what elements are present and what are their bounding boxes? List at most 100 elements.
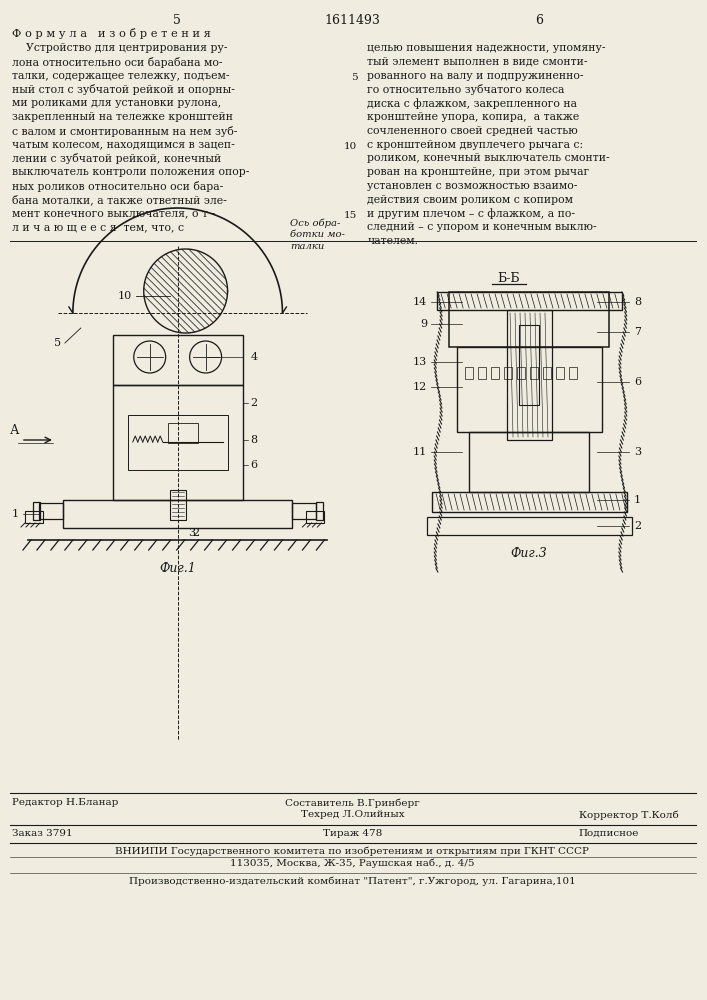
- Text: с кронштейном двуплечего рычага с:: с кронштейном двуплечего рычага с:: [368, 140, 583, 150]
- Text: 6: 6: [250, 460, 257, 470]
- Text: 10: 10: [117, 291, 132, 301]
- Text: Ось обра-
ботки мо-
талки: Ось обра- ботки мо- талки: [291, 218, 345, 251]
- Text: 6: 6: [633, 377, 641, 387]
- Bar: [491, 367, 499, 379]
- Text: 10: 10: [344, 142, 357, 151]
- Text: бана моталки, а также ответный эле-: бана моталки, а также ответный эле-: [12, 195, 230, 206]
- Text: действия своим роликом с копиром: действия своим роликом с копиром: [368, 195, 573, 205]
- Text: ный стол с зубчатой рейкой и опорны-: ный стол с зубчатой рейкой и опорны-: [12, 84, 235, 95]
- Text: 1: 1: [12, 509, 19, 519]
- Text: Составитель В.Гринберг: Составитель В.Гринберг: [285, 798, 420, 808]
- Text: диска с флажком, закрепленного на: диска с флажком, закрепленного на: [368, 98, 578, 109]
- Text: 3: 3: [187, 528, 194, 538]
- Text: кронштейне упора, копира,  а также: кронштейне упора, копира, а также: [368, 112, 580, 122]
- Text: Производственно-издательский комбинат "Патент", г.Ужгород, ул. Гагарина,101: Производственно-издательский комбинат "П…: [129, 876, 575, 886]
- Text: чателем.: чателем.: [368, 236, 419, 246]
- Text: 4: 4: [250, 352, 257, 362]
- Bar: [543, 367, 551, 379]
- Text: 7: 7: [633, 327, 641, 337]
- Text: 5: 5: [54, 338, 61, 348]
- Text: 2: 2: [250, 398, 257, 408]
- Bar: [437, 292, 622, 310]
- Text: Заказ 3791: Заказ 3791: [12, 829, 73, 838]
- Text: следний – с упором и конечным выклю-: следний – с упором и конечным выклю-: [368, 222, 597, 232]
- Text: 8: 8: [633, 297, 641, 307]
- Text: мент конечного выключателя, о т -: мент конечного выключателя, о т -: [12, 209, 215, 219]
- Text: сочлененного своей средней частью: сочлененного своей средней частью: [368, 126, 578, 136]
- Text: Редактор Н.Бланар: Редактор Н.Бланар: [12, 798, 118, 807]
- Bar: [432, 492, 627, 512]
- Text: 13: 13: [413, 357, 427, 367]
- Text: Б-Б: Б-Б: [498, 272, 520, 285]
- Text: 15: 15: [344, 211, 357, 220]
- Text: 113035, Москва, Ж-35, Раушская наб., д. 4/5: 113035, Москва, Ж-35, Раушская наб., д. …: [230, 859, 474, 868]
- Bar: [306, 511, 325, 523]
- Bar: [530, 367, 538, 379]
- Text: Устройство для центрирования ру-: Устройство для центрирования ру-: [12, 43, 228, 53]
- Text: выключатель контроли положения опор-: выключатель контроли положения опор-: [12, 167, 250, 177]
- Bar: [128, 415, 228, 470]
- Text: и другим плечом – с флажком, а по-: и другим плечом – с флажком, а по-: [368, 209, 575, 219]
- Text: Подписное: Подписное: [579, 829, 639, 838]
- Text: ми роликами для установки рулона,: ми роликами для установки рулона,: [12, 98, 221, 108]
- Text: Ф о р м у л а   и з о б р е т е н и я: Ф о р м у л а и з о б р е т е н и я: [12, 28, 211, 39]
- Text: тый элемент выполнен в виде смонти-: тый элемент выполнен в виде смонти-: [368, 57, 588, 67]
- Bar: [113, 385, 243, 500]
- Text: лении с зубчатой рейкой, конечный: лении с зубчатой рейкой, конечный: [12, 153, 221, 164]
- Text: установлен с возможностью взаимо-: установлен с возможностью взаимо-: [368, 181, 578, 191]
- Text: роликом, конечный выключатель смонти-: роликом, конечный выключатель смонти-: [368, 153, 610, 163]
- Bar: [39, 503, 63, 519]
- Bar: [427, 517, 632, 535]
- Bar: [465, 367, 473, 379]
- Bar: [517, 367, 525, 379]
- Text: А: А: [10, 424, 20, 436]
- Text: лона относительно оси барабана мо-: лона относительно оси барабана мо-: [12, 57, 223, 68]
- Text: Корректор Т.Колб: Корректор Т.Колб: [579, 810, 679, 820]
- Bar: [168, 423, 198, 443]
- Bar: [519, 325, 539, 405]
- Text: рован на кронштейне, при этом рычаг: рован на кронштейне, при этом рычаг: [368, 167, 590, 177]
- Text: 14: 14: [413, 297, 427, 307]
- Bar: [293, 503, 317, 519]
- Text: 5: 5: [173, 14, 180, 27]
- Text: 1611493: 1611493: [325, 14, 380, 27]
- Text: 11: 11: [413, 447, 427, 457]
- Text: 2: 2: [633, 521, 641, 531]
- Bar: [113, 335, 243, 385]
- Text: л и ч а ю щ е е с я  тем, что, с: л и ч а ю щ е е с я тем, что, с: [12, 222, 184, 232]
- Text: Техред Л.Олийных: Техред Л.Олийных: [300, 810, 404, 819]
- Text: чатым колесом, находящимся в зацеп-: чатым колесом, находящимся в зацеп-: [12, 140, 235, 150]
- Text: Фиг.3: Фиг.3: [510, 547, 547, 560]
- Bar: [478, 367, 486, 379]
- Text: 8: 8: [250, 435, 257, 445]
- Text: 3: 3: [633, 447, 641, 457]
- Text: Тираж 478: Тираж 478: [322, 829, 382, 838]
- Text: талки, содержащее тележку, подъем-: талки, содержащее тележку, подъем-: [12, 71, 230, 81]
- Text: ных роликов относительно оси бара-: ных роликов относительно оси бара-: [12, 181, 223, 192]
- Bar: [170, 490, 186, 520]
- Bar: [33, 502, 40, 520]
- Text: целью повышения надежности, упомяну-: целью повышения надежности, упомяну-: [368, 43, 606, 53]
- Text: ВНИИПИ Государственного комитета по изобретениям и открытиям при ГКНТ СССР: ВНИИПИ Государственного комитета по изоб…: [115, 846, 589, 856]
- Bar: [507, 310, 552, 440]
- Bar: [469, 432, 589, 492]
- Bar: [317, 502, 323, 520]
- Bar: [449, 292, 609, 347]
- Text: 5: 5: [351, 73, 357, 82]
- Bar: [504, 367, 512, 379]
- Text: рованного на валу и подпружиненно-: рованного на валу и подпружиненно-: [368, 71, 584, 81]
- Text: 2: 2: [192, 528, 200, 538]
- Bar: [63, 500, 293, 528]
- Text: закрепленный на тележке кронштейн: закрепленный на тележке кронштейн: [12, 112, 233, 122]
- Bar: [25, 511, 43, 523]
- Text: го относительно зубчатого колеса: го относительно зубчатого колеса: [368, 84, 565, 95]
- Text: 12: 12: [413, 382, 427, 392]
- Bar: [569, 367, 577, 379]
- Bar: [556, 367, 564, 379]
- Text: 9: 9: [420, 319, 427, 329]
- Text: 1: 1: [633, 495, 641, 505]
- Text: с валом и смонтированным на нем зуб-: с валом и смонтированным на нем зуб-: [12, 126, 238, 137]
- Bar: [457, 347, 602, 432]
- Text: 6: 6: [535, 14, 543, 27]
- Text: Фиг.1: Фиг.1: [159, 562, 196, 575]
